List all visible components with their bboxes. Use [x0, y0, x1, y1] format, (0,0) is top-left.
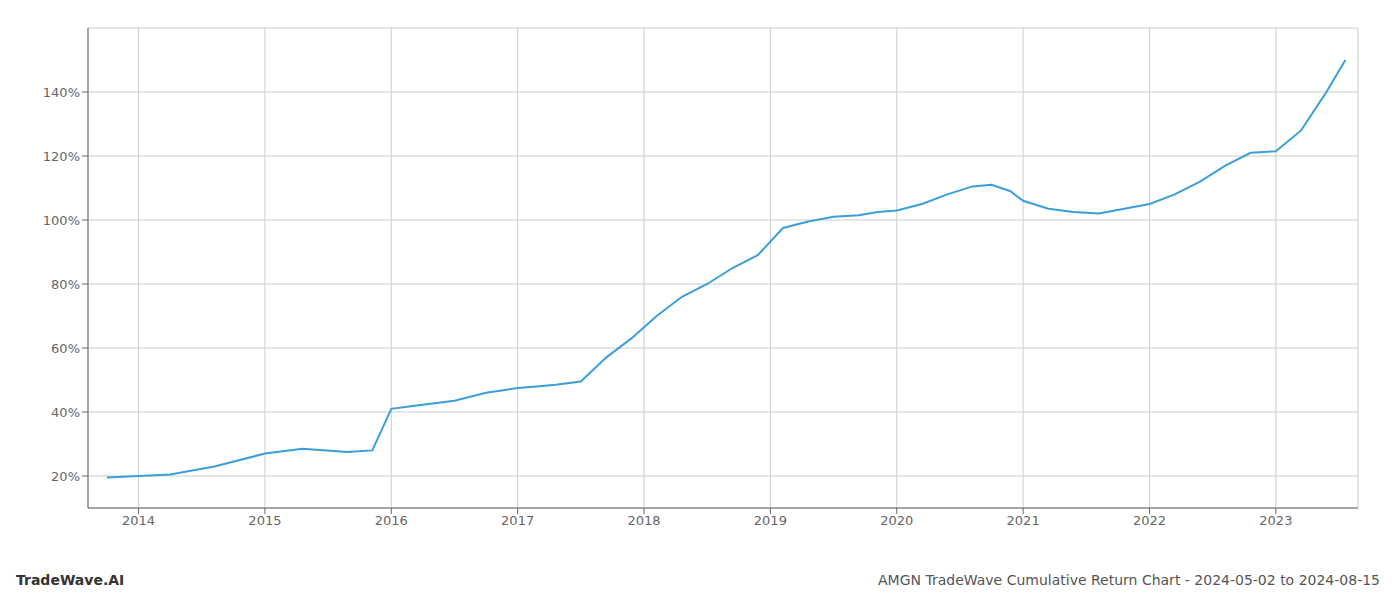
svg-text:100%: 100% — [43, 213, 80, 228]
svg-text:80%: 80% — [51, 277, 80, 292]
svg-text:2016: 2016 — [375, 513, 408, 528]
svg-text:140%: 140% — [43, 85, 80, 100]
svg-text:2019: 2019 — [754, 513, 787, 528]
svg-text:60%: 60% — [51, 341, 80, 356]
html-text:AMGN TradeWave Cumulative Retu: AMGN TradeWave Cumulative Return Chart -… — [878, 572, 1380, 588]
svg-text:2020: 2020 — [880, 513, 913, 528]
html-text:TradeWave.AI: TradeWave.AI — [16, 572, 125, 588]
svg-text:2015: 2015 — [248, 513, 281, 528]
svg-text:2023: 2023 — [1259, 513, 1292, 528]
svg-text:2017: 2017 — [501, 513, 534, 528]
svg-text:120%: 120% — [43, 149, 80, 164]
svg-text:2014: 2014 — [122, 513, 155, 528]
svg-text:20%: 20% — [51, 469, 80, 484]
svg-text:40%: 40% — [51, 405, 80, 420]
svg-text:2021: 2021 — [1007, 513, 1040, 528]
svg-text:2018: 2018 — [627, 513, 660, 528]
svg-text:2022: 2022 — [1133, 513, 1166, 528]
